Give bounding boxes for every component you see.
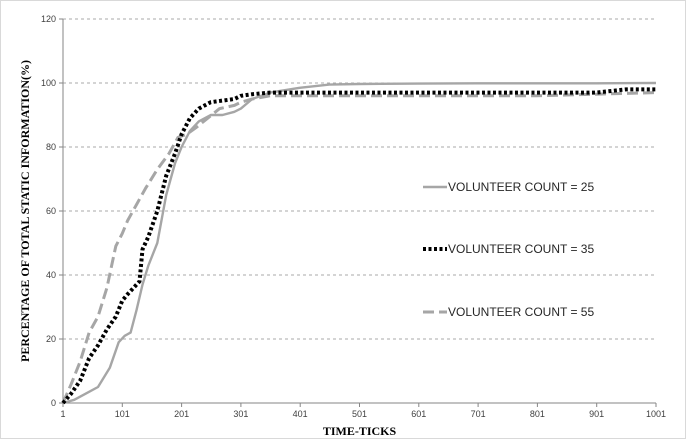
axes bbox=[59, 18, 657, 407]
legend-label: VOLUNTEER COUNT = 25 bbox=[448, 180, 594, 194]
x-tick-label: 801 bbox=[530, 409, 545, 419]
legend-label: VOLUNTEER COUNT = 55 bbox=[448, 305, 594, 319]
y-tick-label: 20 bbox=[46, 334, 56, 344]
y-tick-label: 80 bbox=[46, 142, 56, 152]
x-tick-label: 101 bbox=[115, 409, 130, 419]
x-tick-label: 601 bbox=[411, 409, 426, 419]
x-tick-label: 1 bbox=[60, 409, 65, 419]
x-tick-label: 701 bbox=[471, 409, 486, 419]
x-tick-label: 1001 bbox=[646, 409, 666, 419]
y-tick-label: 100 bbox=[41, 78, 56, 88]
y-tick-label: 40 bbox=[46, 270, 56, 280]
legend-label: VOLUNTEER COUNT = 35 bbox=[448, 242, 594, 256]
x-tick-label: 301 bbox=[233, 409, 248, 419]
x-tick-label: 201 bbox=[174, 409, 189, 419]
y-tick-labels: 0 20 40 60 80 100 120 bbox=[41, 14, 56, 408]
series-line-dotted bbox=[61, 87, 656, 405]
x-tick-labels: 1 101 201 301 401 501 601 701 801 901 1001 bbox=[60, 409, 666, 419]
y-tick-label: 0 bbox=[51, 398, 56, 408]
y-tick-label: 60 bbox=[46, 206, 56, 216]
y-tick-label: 120 bbox=[41, 14, 56, 24]
x-axis-title: TIME-TICKS bbox=[323, 424, 397, 438]
y-axis-title: PERCENTAGE OF TOTAL STATIC INFORMATION(%… bbox=[18, 60, 32, 362]
x-tick-label: 901 bbox=[589, 409, 604, 419]
legend: VOLUNTEER COUNT = 25 VOLUNTEER COUNT = 35… bbox=[423, 180, 594, 319]
series-line-solid bbox=[62, 81, 657, 405]
series-lines bbox=[61, 81, 657, 405]
x-tick-label: 501 bbox=[352, 409, 367, 419]
x-tick-label: 401 bbox=[293, 409, 308, 419]
